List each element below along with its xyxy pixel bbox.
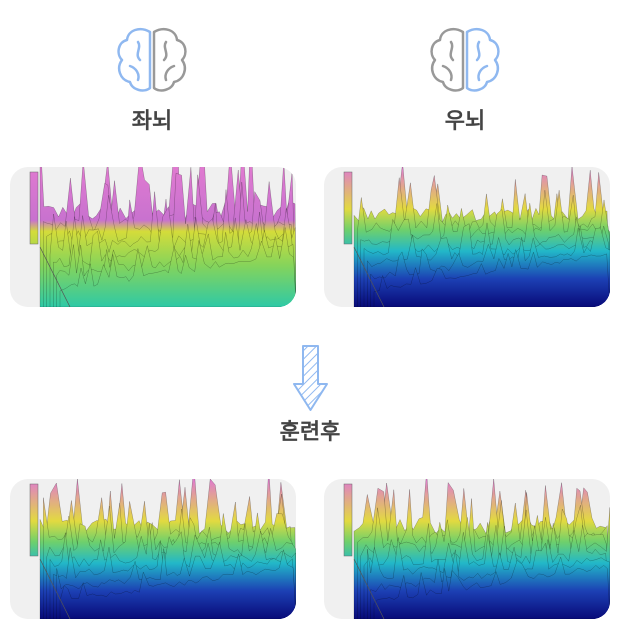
down-arrow [293, 345, 328, 411]
label-after-training: 훈련후 [280, 420, 341, 445]
colorbar [29, 483, 39, 557]
label-right-brain: 우뇌 [445, 109, 485, 134]
surface-ridge [373, 556, 610, 619]
surface-plot [324, 479, 610, 619]
colorbar [343, 171, 353, 245]
brain-icon-left [117, 28, 187, 92]
colorbar [29, 171, 39, 245]
axis-line [39, 558, 71, 619]
surface-ridge [59, 549, 296, 619]
surface-plot [10, 479, 296, 619]
colorbar [343, 483, 353, 557]
axis-line [39, 246, 71, 307]
surface-ridge [59, 227, 296, 307]
axis-line [353, 558, 385, 619]
surface-plot [324, 167, 610, 307]
surface-plot [10, 167, 296, 307]
surface-ridge [373, 249, 610, 307]
brain-icon-right [430, 28, 500, 92]
label-left-brain: 좌뇌 [132, 109, 172, 134]
axis-line [353, 246, 385, 307]
